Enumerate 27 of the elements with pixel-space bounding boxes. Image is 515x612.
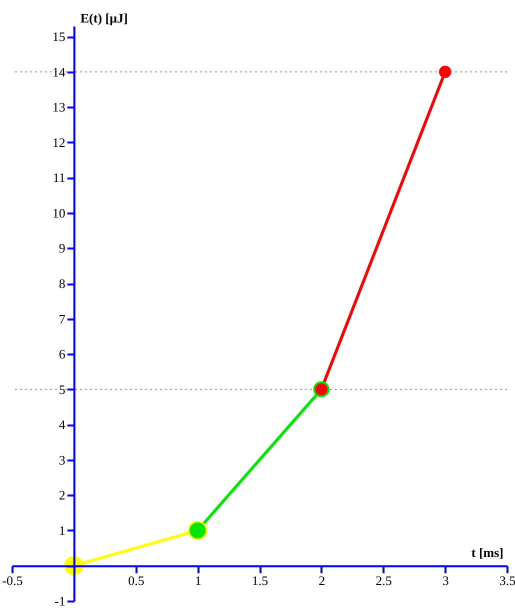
y-tick-label: 15 [52,29,66,44]
y-tick-label: 11 [52,170,66,186]
y-tick-label: 3 [58,452,66,468]
x-tick-label: 3 [442,573,449,588]
y-tick-label: 2 [58,488,66,503]
y-tick-label: 1 [58,522,66,538]
y-tick-label: 14 [52,64,66,80]
x-tick-label: -0.5 [2,573,23,588]
x-tick-label: 1.5 [252,573,268,588]
point [439,66,452,78]
y-tick-label: 9 [58,240,66,256]
y-tick-label: 7 [58,311,66,326]
y-tick-label: 12 [52,134,66,150]
y-tick-label: 6 [58,346,66,362]
x-tick-label: 2.5 [376,573,392,588]
y-axis-title: E(t) [μJ] [80,10,128,26]
y-tick-label: -1 [54,594,66,608]
y-tick-label: 8 [58,276,66,292]
y-tick-label: 10 [52,205,66,220]
x-axis-title: t [ms] [471,545,504,560]
y-tick-label: 13 [52,100,66,115]
x-tick-label: 0.5 [128,573,144,588]
y-tick-label: 5 [58,382,66,397]
x-tick-label: 3.5 [499,573,515,588]
x-tick-label: 1 [194,573,202,588]
x-tick-label: 2 [318,573,326,588]
y-tick-label: 4 [58,417,66,432]
